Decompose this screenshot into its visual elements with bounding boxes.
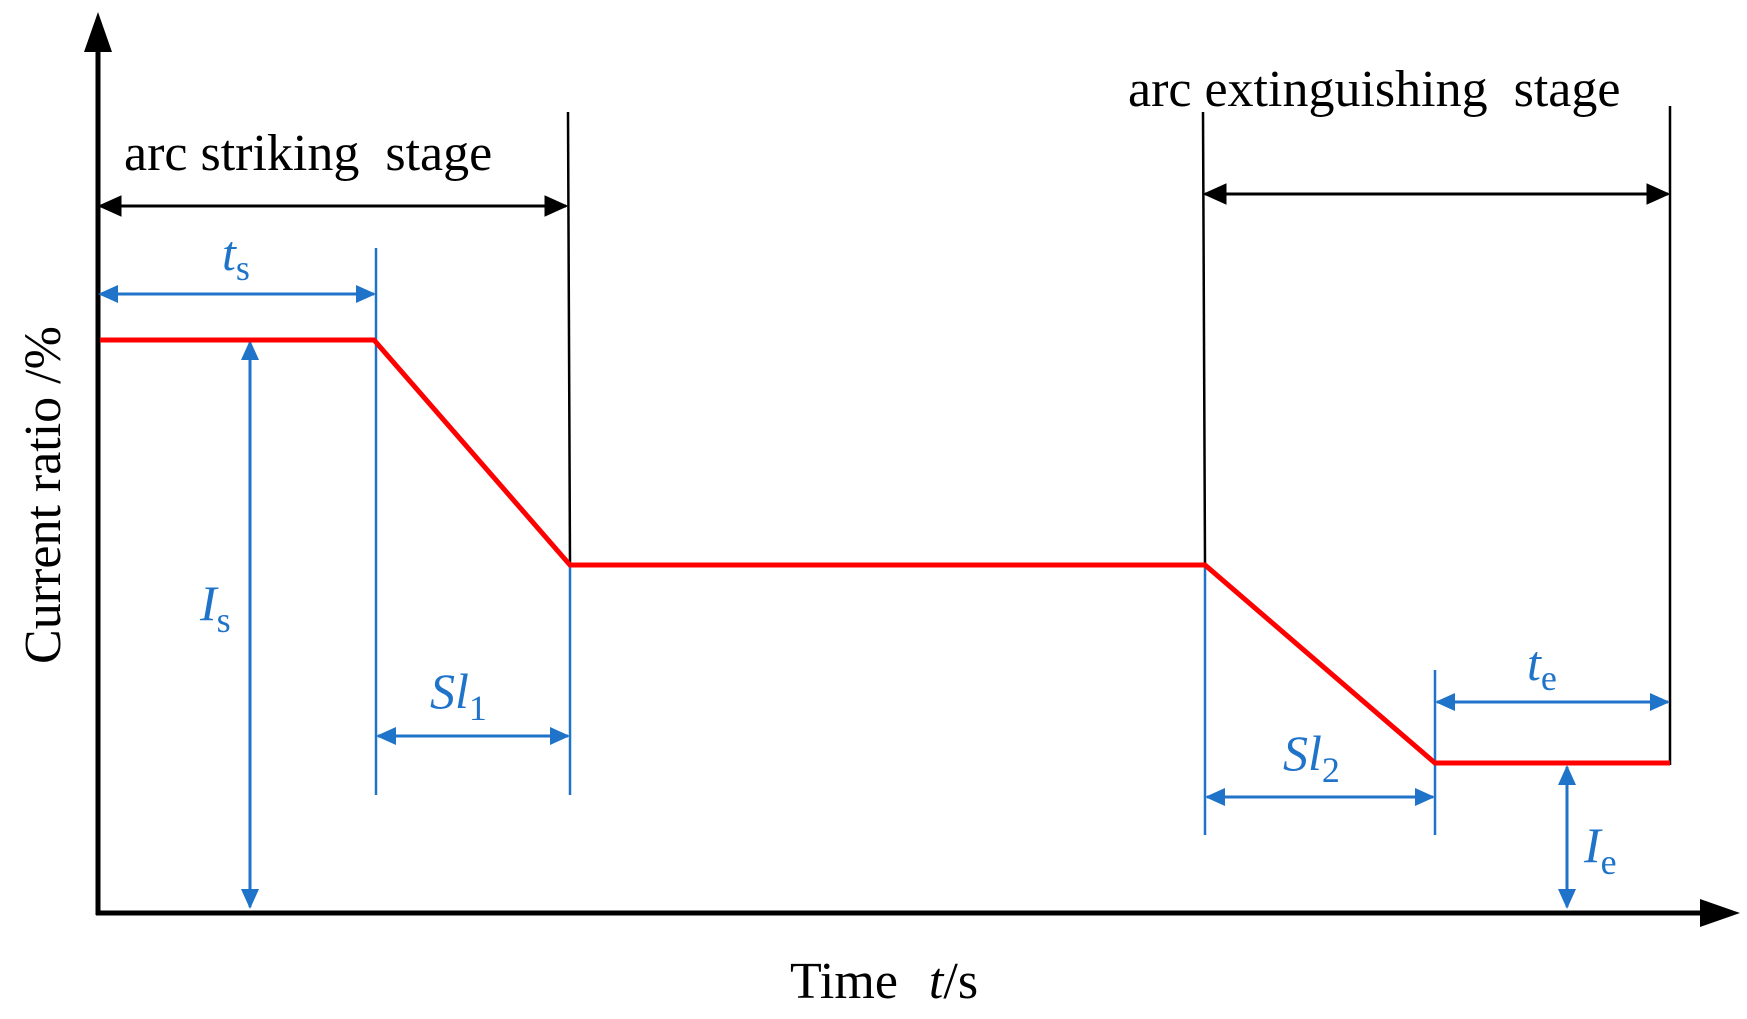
sl1-label: Sl1 [430,663,487,728]
x-axis-label-prefix: Time [790,953,898,1010]
striking-stage-end-line [566,111,572,566]
y-axis-label: Current ratio /% [15,326,72,664]
x-axis-arrowhead [1700,899,1740,927]
te-label: te [1527,635,1557,698]
sl2-label: Sl2 [1283,725,1340,790]
x-axis-label-var: t [929,953,945,1010]
arc-striking-stage-label: arc striking stage [124,125,492,182]
stage-markers [97,106,1672,765]
ie-label: Ie [1583,817,1617,882]
axes [84,12,1740,927]
x-axis-label: Time t/s [790,953,978,1010]
current-profile-curve [100,337,1670,766]
is-label: Is [199,575,231,640]
y-axis-arrowhead [84,12,112,52]
x-axis-label-unit: /s [943,953,978,1010]
dimension-lines [98,248,1670,909]
arc-extinguishing-stage-label: arc extinguishing stage [1128,61,1620,118]
extinguishing-stage-start-line [1201,111,1207,566]
ts-label: ts [222,225,250,288]
